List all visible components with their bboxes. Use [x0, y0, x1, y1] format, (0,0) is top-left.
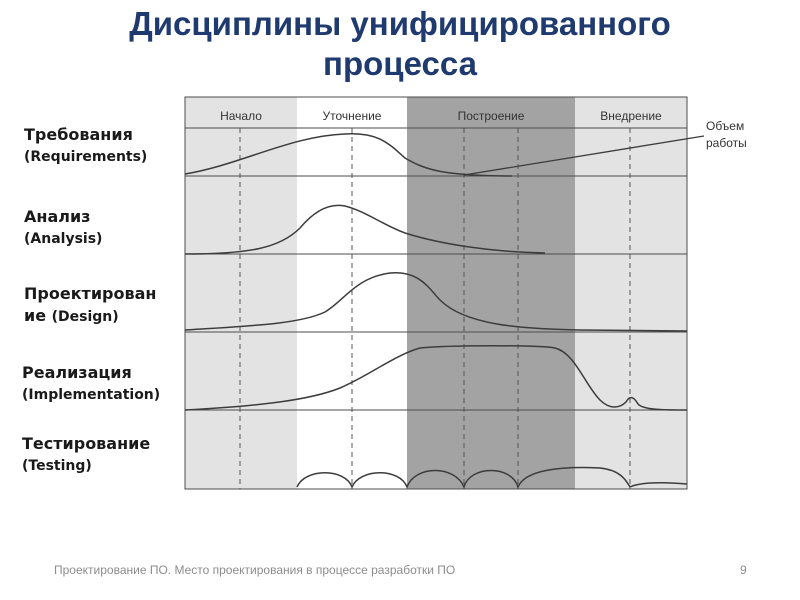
iteration-lines	[239, 128, 631, 489]
phase-header-inception: Начало	[220, 109, 262, 123]
phase-header-elaboration: Уточнение	[323, 109, 382, 123]
annotation-text-line1: Объем	[706, 119, 744, 133]
discipline-label-testing: Тестирование (Testing)	[22, 433, 150, 477]
discipline-english: (Testing)	[22, 458, 92, 474]
phase-header-transition: Внедрение	[600, 109, 662, 123]
discipline-name: Тестирование	[22, 434, 151, 453]
discipline-english: (Design)	[51, 309, 119, 325]
curve-implementation	[184, 345, 688, 411]
curve-analysis	[184, 204, 546, 255]
discipline-english: (Implementation)	[22, 387, 161, 403]
discipline-label-analysis: Анализ (Analysis)	[24, 206, 102, 250]
footer-text: Проектирование ПО. Место проектирования …	[54, 563, 456, 577]
slide-title: Дисциплины унифицированного процесса	[129, 5, 671, 82]
phase-bg-transition	[575, 97, 687, 489]
discipline-english: (Analysis)	[24, 231, 103, 247]
discipline-label-implementation: Реализация (Implementation)	[22, 362, 160, 406]
discipline-label-design: Проектирован ие (Design)	[24, 283, 174, 328]
discipline-name: Требования	[24, 125, 133, 144]
discipline-name: Реализация	[22, 363, 132, 382]
curve-design	[184, 272, 688, 332]
phase-bg-inception	[185, 97, 297, 489]
phase-bg-construction	[407, 97, 575, 489]
annotation-pointer	[463, 135, 705, 176]
diagram-frame	[184, 96, 688, 490]
curve-requirements	[184, 133, 513, 177]
discipline-english: (Requirements)	[24, 149, 148, 165]
discipline-name: Проектирован ие	[24, 284, 157, 325]
discipline-label-requirements: Требования (Requirements)	[24, 124, 147, 168]
annotation-text-line2: работы	[706, 136, 747, 150]
discipline-name: Анализ	[24, 207, 91, 226]
phase-header-construction: Построение	[458, 109, 525, 123]
page-number: 9	[740, 563, 747, 577]
grid-lines	[184, 96, 688, 490]
curve-testing	[296, 466, 688, 490]
effort-curves	[184, 133, 688, 490]
